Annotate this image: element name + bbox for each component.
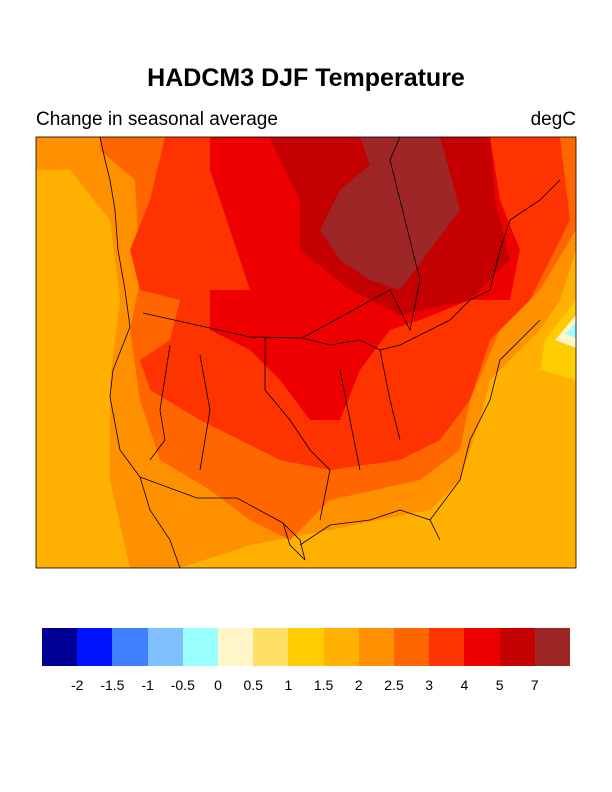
band-7b	[320, 137, 460, 290]
colorbar-tick-label: 1.5	[313, 677, 334, 693]
colorbar-labels: -2 -1.5 -1 -0.5 0 0.5 1 1.5 2 2.5 3 4 5 7	[0, 677, 612, 697]
colorbar-swatch	[394, 628, 430, 666]
colorbar-tick-label: -0.5	[170, 677, 195, 693]
band-0_5	[555, 315, 576, 348]
colorbar-tick-label: 7	[530, 677, 539, 693]
map-frame	[35, 136, 577, 569]
colorbar-swatch	[358, 628, 395, 666]
colorbar-tick-label: 1	[284, 677, 293, 693]
colorbar-swatch	[77, 628, 113, 666]
left-subtitle: Change in seasonal average	[36, 109, 278, 130]
colorbar-swatch	[499, 628, 535, 666]
colorbar-swatch	[253, 628, 289, 666]
colorbar-swatch	[218, 628, 254, 666]
colorbar-tick-label: 2	[354, 677, 363, 693]
plot-title: HADCM3 DJF Temperature	[147, 64, 465, 92]
colorbar-swatch	[534, 628, 571, 666]
colorbar-tick-label: 3	[425, 677, 434, 693]
colorbar-swatch	[464, 628, 500, 666]
colorbar-tick-label: 2.5	[384, 677, 404, 693]
colorbar-swatch	[147, 628, 183, 666]
colorbar-swatch	[323, 628, 359, 666]
coastlines-and-borders	[99, 137, 561, 568]
units-label: degC	[530, 109, 576, 130]
colorbar-tick-label: -2	[70, 677, 84, 693]
band-0	[566, 322, 576, 338]
colorbar-tick-label: 0	[214, 677, 222, 693]
colorbar-swatch	[182, 628, 219, 666]
colorbar-swatch	[429, 628, 465, 666]
colorbar	[42, 628, 571, 666]
colorbar-swatch	[42, 628, 78, 666]
colorbar-tick-label: 5	[495, 677, 504, 693]
colorbar-tick-label: -1.5	[100, 677, 125, 693]
contour-map	[35, 136, 577, 569]
colorbar-tick-label: -1	[141, 677, 154, 693]
colorbar-tick-label: 4	[460, 677, 469, 693]
colorbar-swatch	[112, 628, 148, 666]
colorbar-tick-label: 0.5	[243, 677, 263, 693]
colorbar-swatch	[288, 628, 324, 666]
